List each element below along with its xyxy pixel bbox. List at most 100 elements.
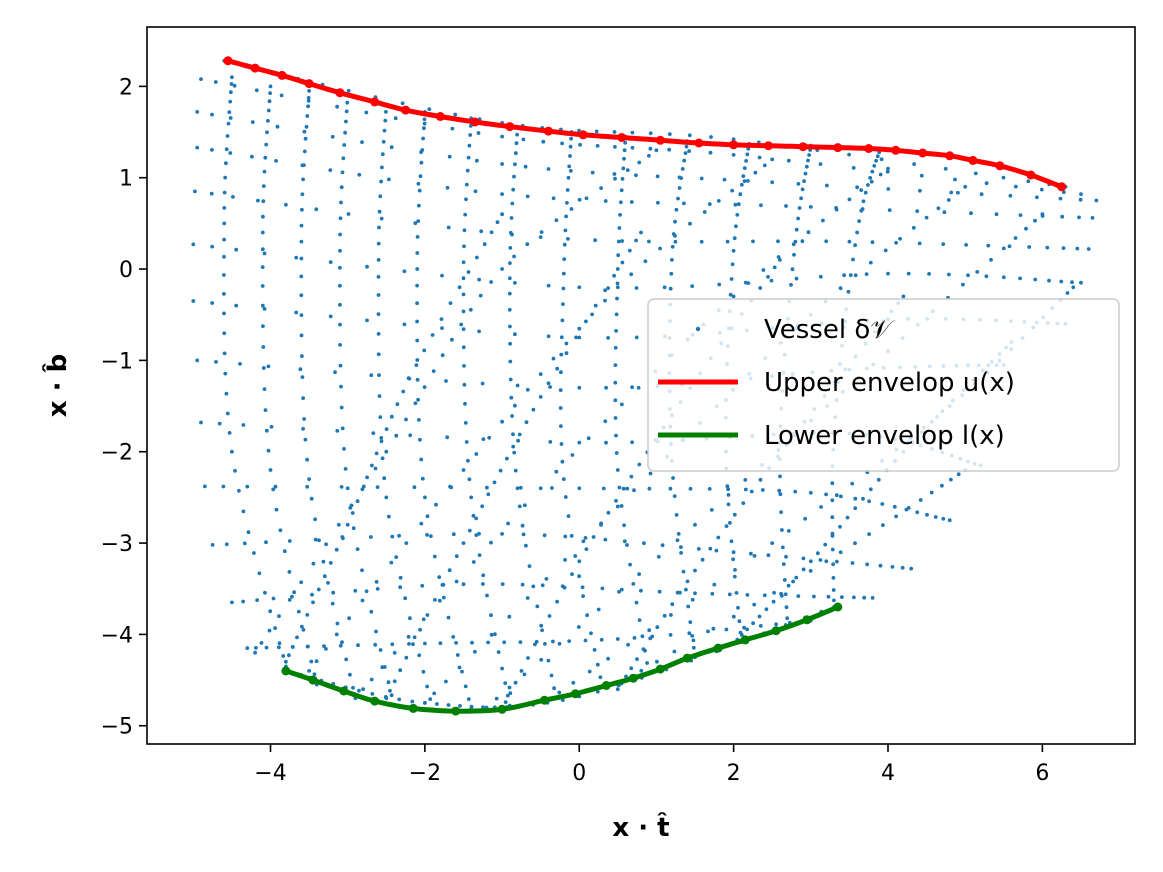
vessel-point [770,157,775,162]
lower-envelope-marker [682,653,692,663]
vessel-point [557,690,562,695]
vessel-point [731,557,735,562]
vessel-point [222,237,227,242]
vessel-point [648,146,653,151]
vessel-point [632,636,637,640]
vessel-point [1060,214,1065,219]
vessel-point [1061,246,1066,251]
vessel-point [577,385,582,390]
vessel-point [446,615,451,620]
vessel-point [699,176,704,181]
vessel-columns-2 [299,89,358,701]
vessel-point [690,597,695,602]
vessel-point [538,395,543,399]
vessel-point [684,587,688,592]
vessel-point [731,614,736,619]
vessel-point [533,642,537,647]
vessel-point [423,495,427,500]
vessel-point [599,186,603,191]
vessel-point [956,190,960,195]
vessel-point [615,267,620,271]
vessel-point [338,363,343,368]
vessel-point [460,669,464,674]
vessel-point [560,459,565,464]
vessel-point [304,124,309,129]
vessel-point [266,448,271,453]
vessel-point [1065,291,1070,295]
upper-envelope-marker [763,141,773,151]
vessel-point [229,90,233,95]
vessel-point [770,180,775,185]
vessel-point [564,351,569,356]
vessel-point [387,177,391,182]
vessel-point [310,592,314,597]
vessel-point [603,288,607,293]
legend-box [647,298,1120,472]
vessel-point [803,516,807,521]
vessel-point [273,484,278,489]
vessel-point [338,283,342,288]
vessel-point [282,549,287,554]
vessel-point [357,172,362,177]
vessel-point [800,187,805,192]
vessel-columns-5 [415,110,474,712]
vessel-point [338,216,343,221]
vessel-point [203,484,207,489]
vessel-point [746,281,751,285]
vessel-point [431,369,436,373]
vessel-point [949,477,953,482]
vessel-point [630,440,634,445]
vessel-point [617,485,622,490]
vessel-point [872,164,877,168]
vessel-point [627,248,632,253]
vessel-point [447,154,452,159]
vessel-point [734,591,739,595]
vessel-point [511,444,516,449]
vessel-point [463,684,468,689]
vessel-point [217,421,222,426]
vessel-point [687,631,692,636]
vessel-point [387,514,391,519]
vessel-point [670,602,675,607]
upper-envelope-marker [435,112,445,121]
vessel-point [632,488,636,493]
vessel-rows-11 [230,582,875,605]
vessel-point [667,147,672,152]
vessel-point [302,163,306,168]
vessel-point [306,96,311,100]
vessel-point [415,251,420,255]
vessel-point [461,309,466,314]
vessel-point [831,562,835,567]
vessel-point [629,474,634,479]
vessel-point [465,168,470,173]
vessel-point [268,91,272,95]
lower-envelope-marker [540,695,549,705]
vessel-point [210,112,214,117]
vessel-columns-4 [376,102,435,712]
vessel-point [564,341,569,346]
vessel-point [339,185,344,190]
vessel-point [581,594,585,598]
vessel-point [566,514,571,518]
vessel-point [542,533,547,538]
vessel-point [264,645,269,650]
vessel-point [731,137,736,142]
vessel-point [861,496,865,501]
vessel-point [847,152,851,157]
vessel-point [559,335,564,340]
lower-envelope-marker [713,643,723,653]
vessel-point [331,590,336,595]
vessel-point [261,199,266,204]
axis-ticks: −4 −2 0 2 4 6 −5 −4 −3 −2 −1 0 1 2 [101,75,1050,786]
vessel-point [544,577,549,581]
legend-label: Lower envelop l(x) [764,421,1005,451]
vessel-point [214,360,218,364]
upper-envelope-marker [995,161,1005,171]
vessel-point [526,656,530,660]
vessel-point [1079,192,1083,197]
vessel-point [562,585,567,590]
vessel-point [417,418,421,422]
vessel-point [682,158,687,163]
vessel-point [1079,280,1083,285]
vessel-point [397,533,401,538]
